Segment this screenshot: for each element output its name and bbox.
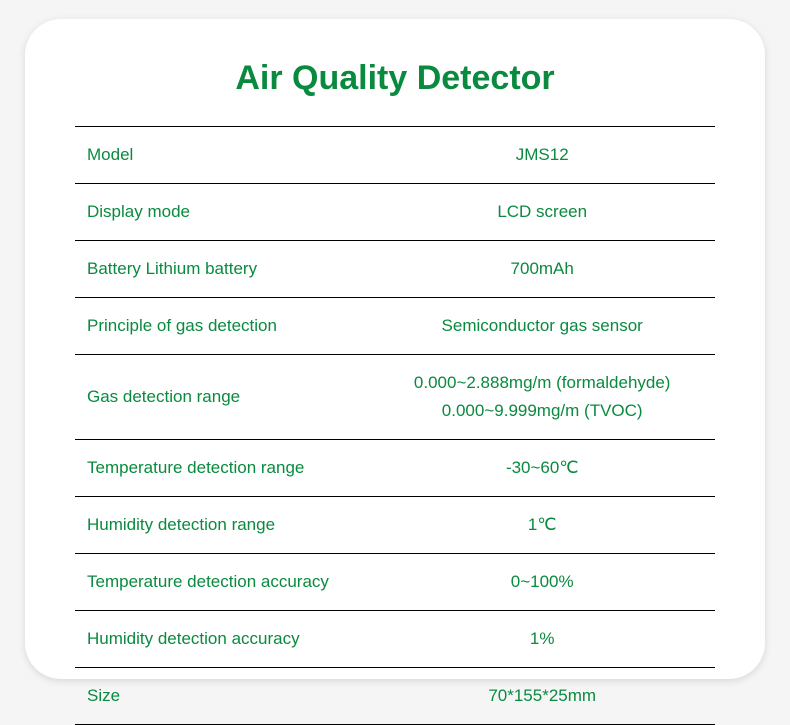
spec-table-body: ModelJMS12Display modeLCD screenBattery … <box>75 126 715 725</box>
spec-value: 0.000~2.888mg/m (formaldehyde)0.000~9.99… <box>369 354 715 439</box>
spec-label: Battery Lithium battery <box>75 240 369 297</box>
spec-label: Size <box>75 667 369 724</box>
spec-label: Model <box>75 126 369 183</box>
spec-label: Temperature detection range <box>75 439 369 496</box>
spec-value: 1% <box>369 610 715 667</box>
table-row: Temperature detection accuracy0~100% <box>75 553 715 610</box>
spec-label: Principle of gas detection <box>75 297 369 354</box>
spec-value: JMS12 <box>369 126 715 183</box>
spec-value: LCD screen <box>369 183 715 240</box>
spec-value: 0~100% <box>369 553 715 610</box>
table-row: Display modeLCD screen <box>75 183 715 240</box>
spec-table: ModelJMS12Display modeLCD screenBattery … <box>75 126 715 725</box>
spec-value: 1℃ <box>369 496 715 553</box>
spec-label: Humidity detection accuracy <box>75 610 369 667</box>
table-row: Humidity detection accuracy1% <box>75 610 715 667</box>
page-title: Air Quality Detector <box>75 59 715 98</box>
spec-label: Gas detection range <box>75 354 369 439</box>
table-row: Battery Lithium battery700mAh <box>75 240 715 297</box>
table-row: Size70*155*25mm <box>75 667 715 724</box>
table-row: Gas detection range0.000~2.888mg/m (form… <box>75 354 715 439</box>
spec-value: 70*155*25mm <box>369 667 715 724</box>
table-row: Temperature detection range-30~60℃ <box>75 439 715 496</box>
spec-label: Humidity detection range <box>75 496 369 553</box>
table-row: Principle of gas detectionSemiconductor … <box>75 297 715 354</box>
spec-label: Display mode <box>75 183 369 240</box>
spec-label: Temperature detection accuracy <box>75 553 369 610</box>
table-row: Humidity detection range1℃ <box>75 496 715 553</box>
spec-value: -30~60℃ <box>369 439 715 496</box>
table-row: ModelJMS12 <box>75 126 715 183</box>
spec-value: 700mAh <box>369 240 715 297</box>
spec-card: Air Quality Detector ModelJMS12Display m… <box>25 19 765 679</box>
spec-value: Semiconductor gas sensor <box>369 297 715 354</box>
